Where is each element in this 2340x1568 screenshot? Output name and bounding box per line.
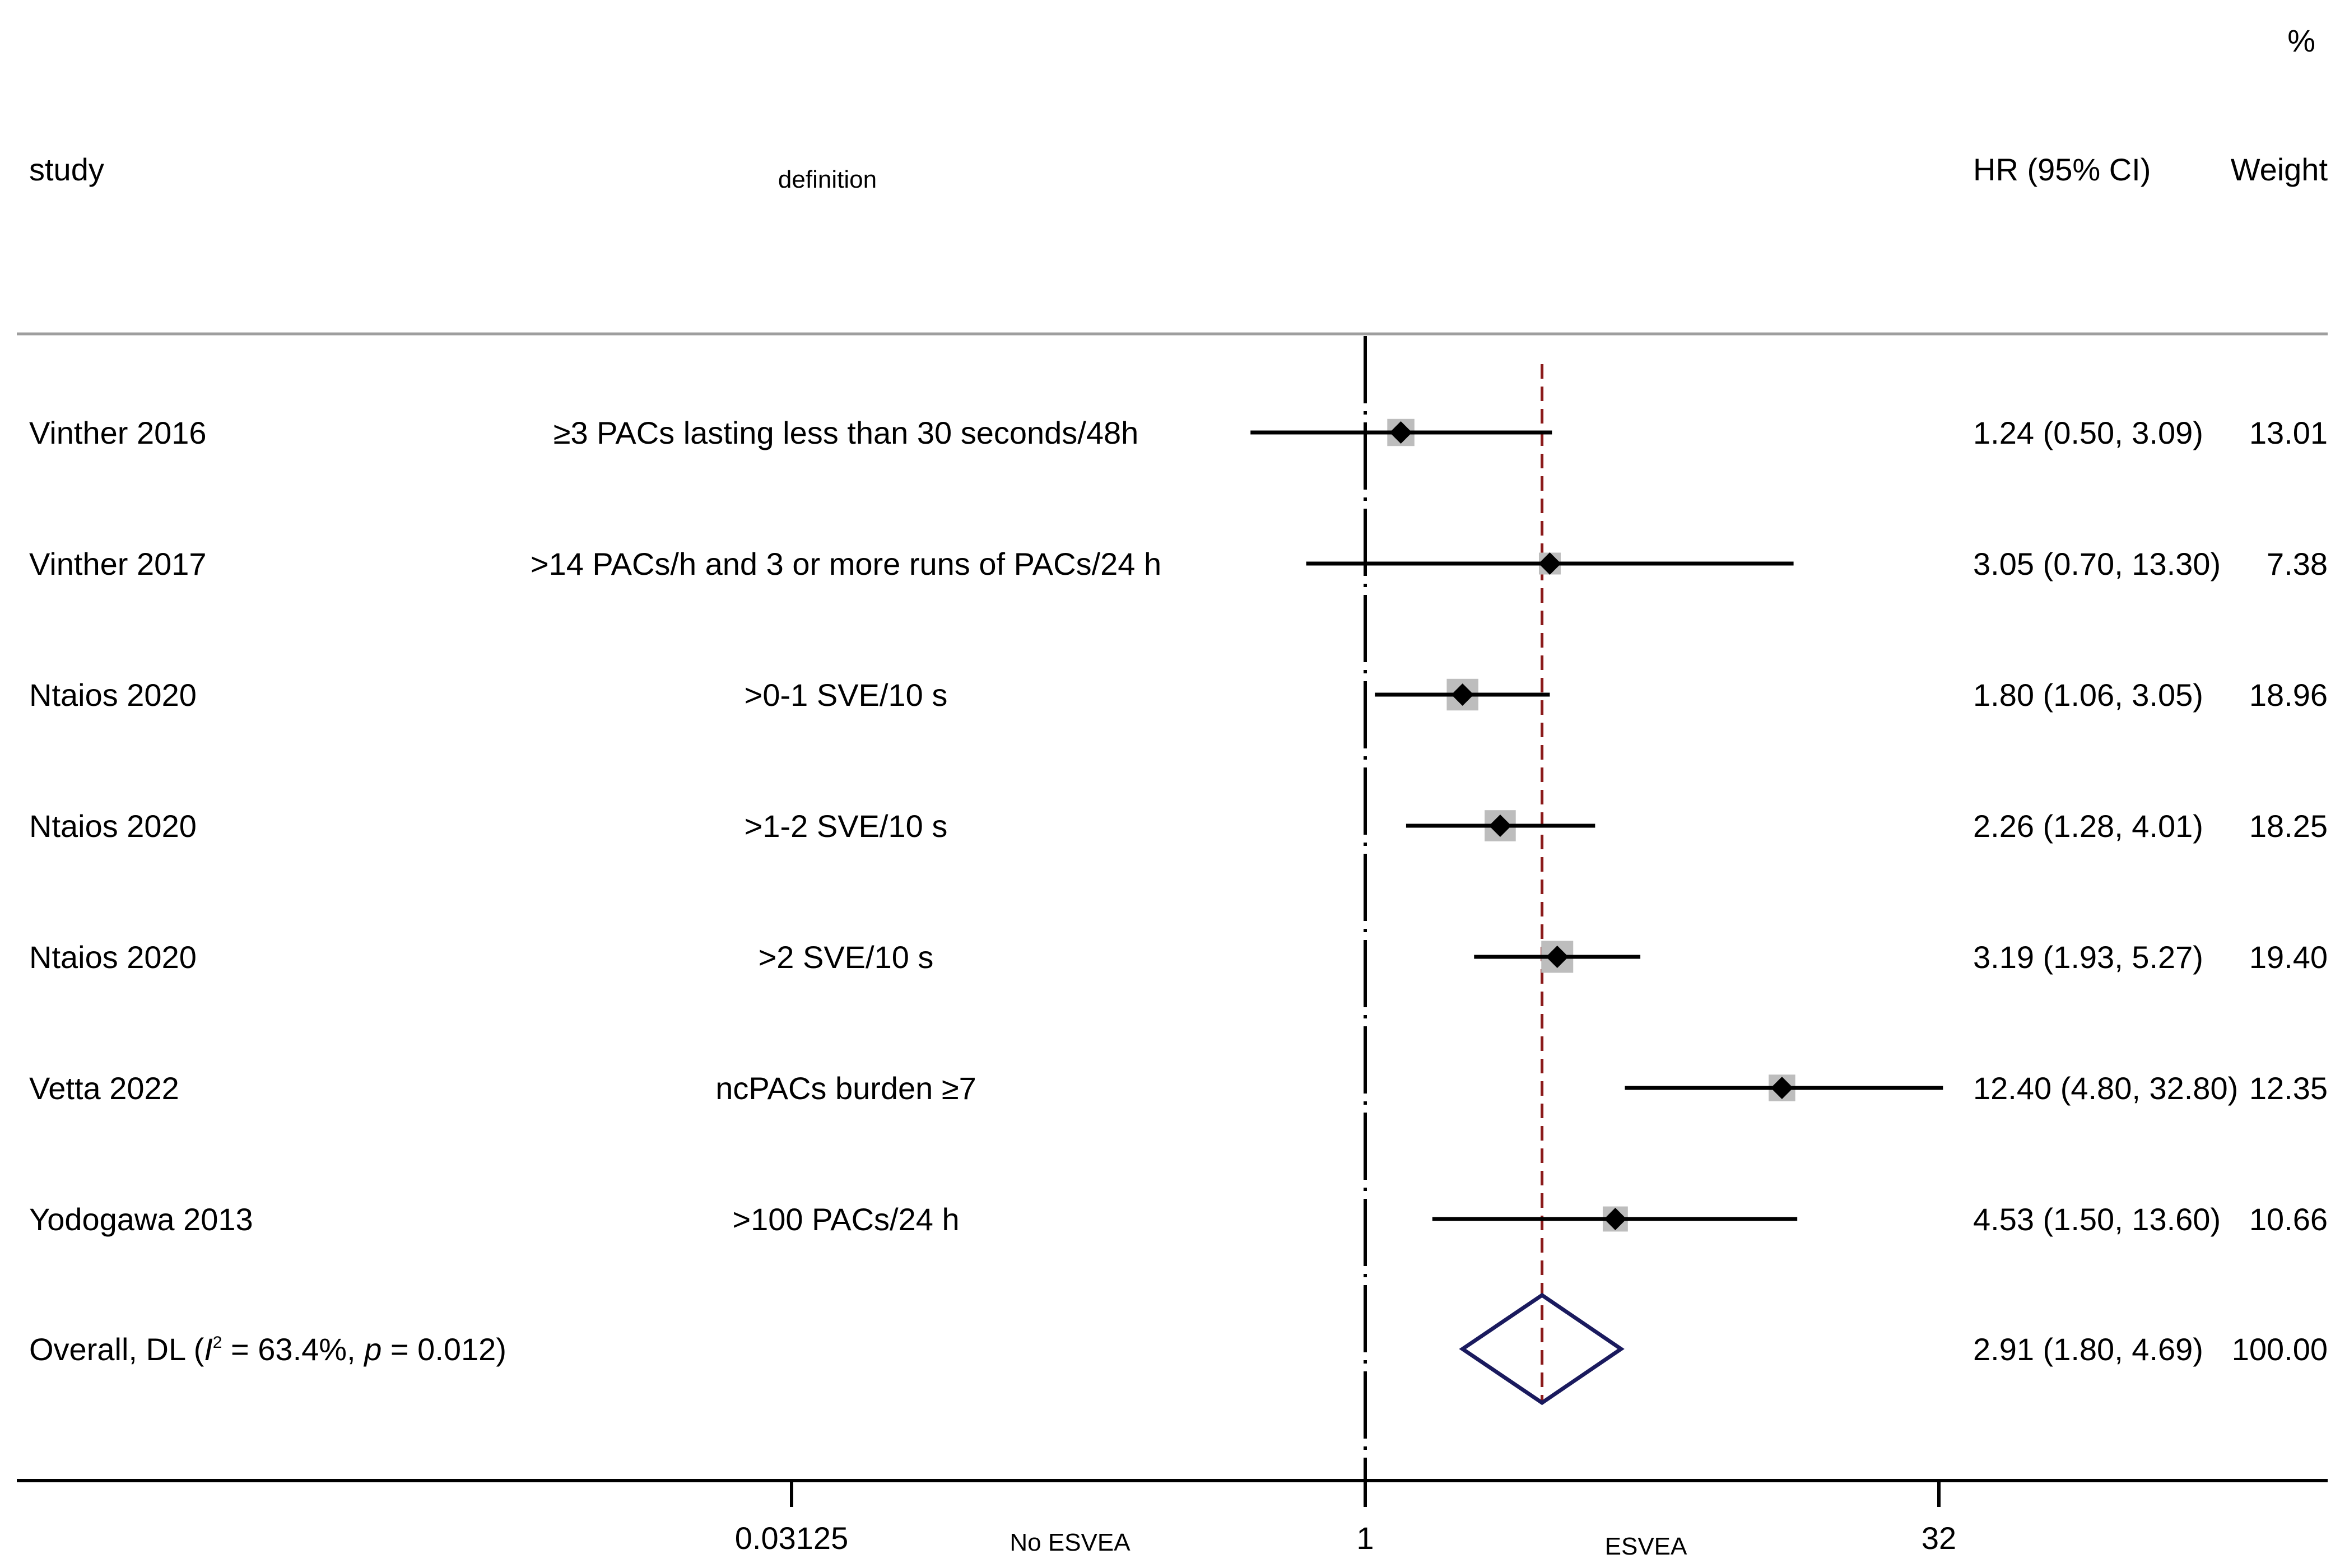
study-definition: ≥3 PACs lasting less than 30 seconds/48h: [553, 415, 1139, 450]
study-definition: >100 PACs/24 h: [732, 1202, 959, 1237]
weight-column-header: Weight: [2231, 152, 2328, 187]
study-name: Ntaios 2020: [29, 677, 197, 713]
study-weight: 7.38: [2267, 546, 2328, 581]
direction-label-right: ESVEA: [1605, 1533, 1687, 1560]
overall-weight: 100.00: [2232, 1332, 2328, 1367]
study-ci: 1.80 (1.06, 3.05): [1973, 677, 2203, 713]
study-row: Vinther 2017 >14 PACs/h and 3 or more run…: [29, 546, 2328, 581]
point-estimate: [1389, 421, 1412, 444]
x-axis-ticks: 0.03125 1 32: [735, 1481, 1956, 1556]
study-definition: >2 SVE/10 s: [759, 939, 934, 975]
study-weight: 19.40: [2249, 939, 2328, 975]
study-name: Ntaios 2020: [29, 939, 197, 975]
study-name: Ntaios 2020: [29, 808, 197, 844]
definition-column-header: definition: [778, 166, 877, 193]
overall-label: Overall, DL (I2 = 63.4%, p = 0.012): [29, 1332, 506, 1367]
study-ci: 1.24 (0.50, 3.09): [1973, 415, 2203, 450]
study-row: Vinther 2016 ≥3 PACs lasting less than 30…: [29, 415, 2328, 450]
study-name: Vinther 2016: [29, 415, 207, 450]
study-weight: 10.66: [2249, 1202, 2328, 1237]
point-estimate: [1604, 1208, 1627, 1230]
study-name: Vetta 2022: [29, 1071, 179, 1106]
study-definition: >0-1 SVE/10 s: [745, 677, 948, 713]
study-rows: Vinther 2016 ≥3 PACs lasting less than 30…: [29, 415, 2328, 1237]
study-row: Yodogawa 2013 >100 PACs/24 h 4.53 (1.50, 1…: [29, 1202, 2328, 1237]
x-tick-label: 32: [1922, 1520, 1956, 1556]
study-name: Yodogawa 2013: [29, 1202, 253, 1237]
study-ci: 12.40 (4.80, 32.80): [1973, 1071, 2238, 1106]
point-estimate: [1488, 815, 1511, 837]
point-estimate: [1770, 1077, 1793, 1099]
direction-label-left: No ESVEA: [1009, 1529, 1131, 1556]
study-definition: ncPACs burden ≥7: [715, 1071, 976, 1106]
point-estimate: [1538, 552, 1561, 575]
study-row: Ntaios 2020 >0-1 SVE/10 s 1.80 (1.06, 3.05…: [29, 677, 2328, 713]
overall-ci: 2.91 (1.80, 4.69): [1973, 1332, 2203, 1367]
study-definition: >14 PACs/h and 3 or more runs of PACs/24…: [531, 546, 1161, 581]
x-tick-label: 0.03125: [735, 1520, 848, 1556]
study-column-header: study: [29, 152, 104, 187]
overall-diamond: [1459, 1292, 1625, 1406]
weight-unit-header: %: [2287, 23, 2315, 58]
point-estimate: [1546, 946, 1569, 968]
study-row: Ntaios 2020 >1-2 SVE/10 s 2.26 (1.28, 4.01…: [29, 808, 2328, 844]
study-row: Ntaios 2020 >2 SVE/10 s 3.19 (1.93, 5.27) 1…: [29, 939, 2328, 975]
study-ci: 3.05 (0.70, 13.30): [1973, 546, 2221, 581]
study-weight: 18.96: [2249, 677, 2328, 713]
study-row: Vetta 2022 ncPACs burden ≥7 12.40 (4.80, 3…: [29, 1071, 2328, 1106]
study-name: Vinther 2017: [29, 546, 207, 581]
point-estimate: [1451, 683, 1474, 706]
overall-row: Overall, DL (I2 = 63.4%, p = 0.012) 2.91…: [29, 1292, 2328, 1406]
study-weight: 18.25: [2249, 808, 2328, 844]
effect-column-header: HR (95% CI): [1973, 152, 2151, 187]
study-ci: 4.53 (1.50, 13.60): [1973, 1202, 2221, 1237]
study-weight: 13.01: [2249, 415, 2328, 450]
study-weight: 12.35: [2249, 1071, 2328, 1106]
study-ci: 3.19 (1.93, 5.27): [1973, 939, 2203, 975]
study-ci: 2.26 (1.28, 4.01): [1973, 808, 2203, 844]
x-tick-label: 1: [1356, 1520, 1374, 1556]
study-definition: >1-2 SVE/10 s: [745, 808, 948, 844]
